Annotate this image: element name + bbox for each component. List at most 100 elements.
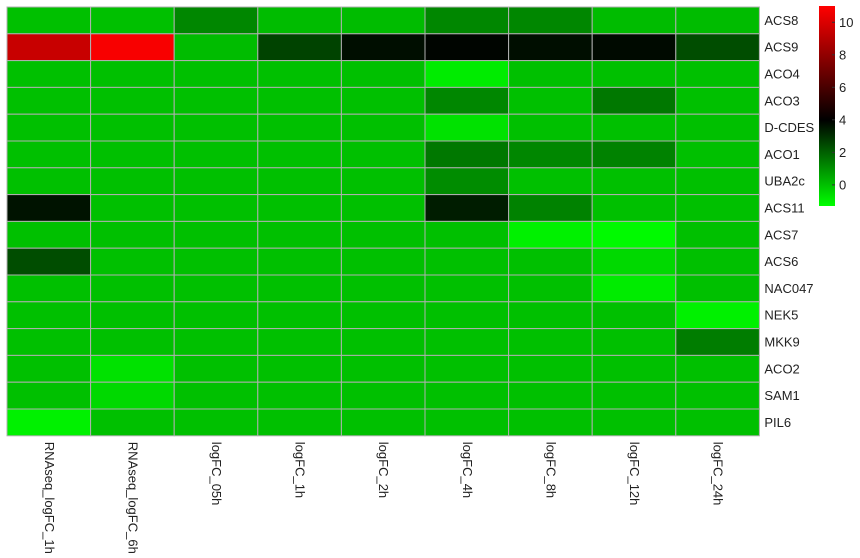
heatmap-cell: [6, 167, 92, 196]
heatmap-cell: [90, 354, 175, 383]
heatmap-cell: [90, 33, 175, 62]
row-label: ACS11: [764, 201, 804, 216]
heatmap-cell: [6, 408, 92, 437]
column-label: RNAseq_logFC_1h: [42, 442, 57, 554]
heatmap-cell: [508, 220, 593, 249]
legend-tick-label: 10: [839, 15, 853, 30]
heatmap-cell: [6, 86, 92, 115]
heatmap-cell: [424, 381, 510, 410]
heatmap-cell: [6, 60, 92, 88]
heatmap-cell: [257, 140, 342, 169]
heatmap-cell: [675, 274, 760, 303]
heatmap-cell: [90, 274, 175, 303]
heatmap-cell: [173, 220, 259, 249]
heatmap-cell: [675, 33, 760, 62]
heatmap-cell: [6, 33, 92, 62]
row-label: ACS9: [764, 40, 798, 55]
heatmap-cell: [424, 113, 510, 142]
heatmap-cell: [675, 220, 760, 249]
heatmap-cell: [591, 60, 677, 88]
heatmap-cell: [675, 140, 760, 169]
heatmap-cell: [173, 33, 259, 62]
heatmap-cell: [257, 381, 342, 410]
heatmap-cell: [508, 381, 593, 410]
heatmap-cell: [6, 247, 92, 276]
heatmap-cell: [508, 140, 593, 169]
column-labels: RNAseq_logFC_1h RNAseq_logFC_6h logFC_05h l…: [42, 442, 726, 554]
heatmap-cell: [508, 33, 593, 62]
heatmap-cell: [173, 408, 259, 437]
column-label: logFC_4h: [460, 442, 475, 498]
column-label: logFC_05h: [209, 442, 224, 506]
heatmap-cell: [424, 33, 510, 62]
heatmap-cell: [508, 408, 593, 437]
heatmap-cell: [508, 354, 593, 383]
row-label: ACO3: [764, 93, 799, 108]
heatmap-cell: [340, 194, 426, 222]
heatmap-cell: [90, 6, 175, 35]
heatmap-cell: [508, 247, 593, 276]
heatmap-cell: [257, 408, 342, 437]
heatmap-cell: [257, 354, 342, 383]
row-label: NEK5: [764, 308, 798, 323]
heatmap-cell: [173, 86, 259, 115]
heatmap-cell: [6, 140, 92, 169]
color-legend: 0 2 4 6 8 10: [819, 6, 853, 206]
heatmap-cell: [173, 247, 259, 276]
heatmap-cell: [257, 274, 342, 303]
heatmap-cell: [591, 140, 677, 169]
legend-tick-label: 0: [839, 177, 846, 192]
heatmap-cell: [591, 328, 677, 356]
heatmap-cells: [6, 6, 760, 437]
heatmap-cell: [340, 33, 426, 62]
heatmap-cell: [173, 328, 259, 356]
column-label: logFC_12h: [627, 442, 642, 506]
row-label: ACS8: [764, 13, 798, 28]
heatmap-cell: [591, 274, 677, 303]
heatmap-cell: [340, 354, 426, 383]
heatmap-cell: [257, 167, 342, 196]
heatmap-cell: [424, 167, 510, 196]
heatmap-cell: [173, 301, 259, 330]
heatmap-cell: [508, 328, 593, 356]
legend-tick-label: 8: [839, 47, 846, 62]
heatmap-cell: [675, 247, 760, 276]
legend-tick-label: 2: [839, 145, 846, 160]
heatmap-cell: [173, 274, 259, 303]
heatmap-cell: [424, 60, 510, 88]
column-label: RNAseq_logFC_6h: [125, 442, 140, 554]
heatmap-cell: [591, 220, 677, 249]
heatmap-cell: [424, 408, 510, 437]
heatmap-cell: [6, 274, 92, 303]
heatmap-cell: [424, 354, 510, 383]
legend-ticks: 0 2 4 6 8 10: [832, 15, 853, 192]
heatmap-cell: [508, 301, 593, 330]
row-label: ACS6: [764, 254, 798, 269]
heatmap-cell: [90, 113, 175, 142]
heatmap-cell: [508, 60, 593, 88]
heatmap-cell: [173, 194, 259, 222]
heatmap-cell: [675, 113, 760, 142]
heatmap-cell: [508, 6, 593, 35]
heatmap-cell: [591, 354, 677, 383]
heatmap-cell: [340, 408, 426, 437]
row-label: SAM1: [764, 388, 799, 403]
heatmap-cell: [675, 408, 760, 437]
heatmap-cell: [340, 274, 426, 303]
legend-tick-label: 4: [839, 112, 846, 127]
heatmap-cell: [591, 301, 677, 330]
heatmap-cell: [675, 301, 760, 330]
heatmap-cell: [90, 301, 175, 330]
heatmap-cell: [173, 140, 259, 169]
heatmap-cell: [340, 167, 426, 196]
heatmap-cell: [6, 301, 92, 330]
column-label: logFC_24h: [711, 442, 726, 506]
heatmap-cell: [6, 381, 92, 410]
heatmap-cell: [591, 408, 677, 437]
heatmap-cell: [257, 301, 342, 330]
heatmap-cell: [90, 247, 175, 276]
heatmap-cell: [257, 194, 342, 222]
heatmap-cell: [173, 60, 259, 88]
heatmap-cell: [424, 274, 510, 303]
heatmap-cell: [90, 220, 175, 249]
